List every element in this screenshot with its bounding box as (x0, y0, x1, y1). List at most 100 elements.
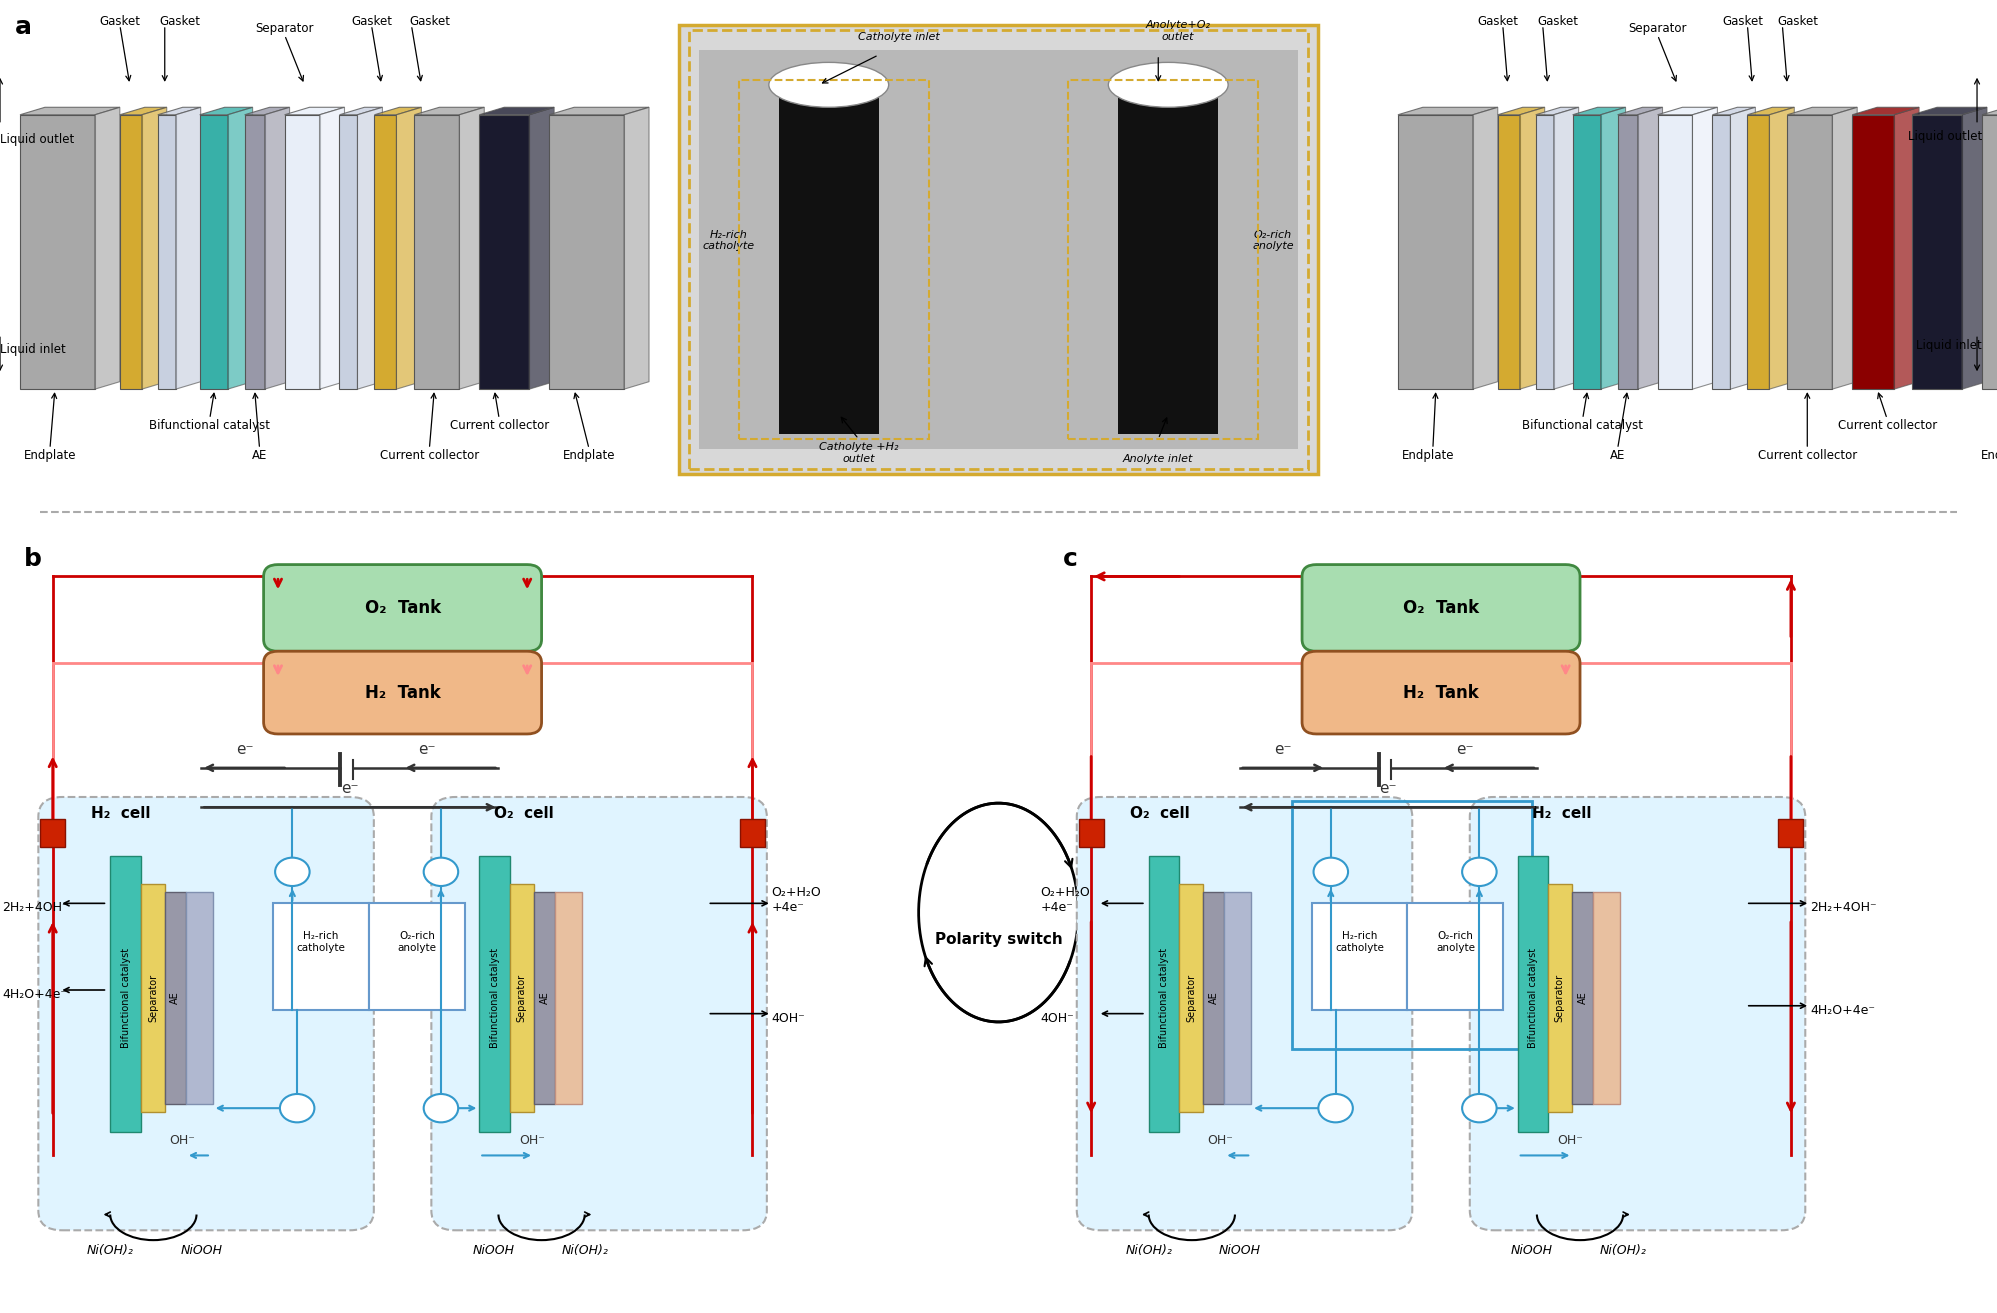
Polygon shape (94, 108, 120, 389)
Bar (1594, 892, 1620, 1104)
Text: e⁻: e⁻ (341, 781, 359, 796)
Text: O₂  Tank: O₂ Tank (1404, 599, 1480, 617)
Text: O₂-rich
anolyte: O₂-rich anolyte (1436, 931, 1476, 952)
Polygon shape (375, 108, 421, 114)
Polygon shape (1961, 108, 1987, 389)
Bar (110, 856, 142, 1132)
Text: Gasket: Gasket (1478, 14, 1518, 28)
Bar (779, 95, 879, 435)
Polygon shape (1729, 108, 1755, 389)
Bar (1180, 884, 1204, 1112)
Bar (1118, 95, 1218, 435)
Text: Gasket: Gasket (409, 14, 451, 28)
Polygon shape (246, 108, 290, 114)
Bar (142, 884, 166, 1112)
Polygon shape (415, 108, 485, 114)
Text: O₂+H₂O
+4e⁻: O₂+H₂O +4e⁻ (1040, 886, 1090, 914)
Text: Gasket: Gasket (1777, 14, 1819, 28)
Text: Liquid outlet: Liquid outlet (1907, 130, 1981, 143)
Text: Endplate: Endplate (1402, 449, 1454, 462)
Text: Current collector: Current collector (449, 419, 549, 432)
Polygon shape (1474, 108, 1498, 389)
Polygon shape (266, 108, 290, 389)
Polygon shape (1831, 108, 1857, 389)
Polygon shape (1693, 108, 1717, 389)
Text: H₂-rich
catholyte: H₂-rich catholyte (298, 931, 345, 952)
Polygon shape (1658, 108, 1717, 114)
Text: O₂-rich
anolyte: O₂-rich anolyte (1252, 230, 1294, 252)
Text: H₂  cell: H₂ cell (92, 806, 150, 821)
Polygon shape (286, 114, 320, 389)
Bar (479, 856, 509, 1132)
Text: Separator: Separator (1186, 974, 1196, 1022)
Bar (509, 884, 533, 1112)
Polygon shape (1747, 108, 1793, 114)
Text: Ni(OH)₂: Ni(OH)₂ (561, 1243, 609, 1257)
Polygon shape (246, 114, 266, 389)
Polygon shape (1711, 108, 1755, 114)
Text: Gasket: Gasket (1721, 14, 1763, 28)
Text: Separator: Separator (256, 22, 314, 35)
Text: Bifunctional catalyst: Bifunctional catalyst (1158, 948, 1168, 1048)
Polygon shape (228, 108, 252, 389)
Circle shape (423, 857, 457, 886)
Text: H₂-rich
catholyte: H₂-rich catholyte (1336, 931, 1384, 952)
Polygon shape (1853, 108, 1919, 114)
Polygon shape (200, 108, 252, 114)
Polygon shape (1747, 114, 1769, 389)
Text: Anolyte+O₂
outlet: Anolyte+O₂ outlet (1146, 20, 1210, 42)
Text: Bifunctional catalyst: Bifunctional catalyst (150, 419, 270, 432)
Polygon shape (1787, 114, 1831, 389)
Text: c: c (1062, 548, 1076, 571)
Text: NiOOH: NiOOH (1218, 1243, 1260, 1257)
Bar (689, 30, 1308, 469)
Circle shape (1462, 1094, 1496, 1123)
Polygon shape (1574, 114, 1602, 389)
Text: a: a (16, 14, 32, 39)
FancyBboxPatch shape (1302, 565, 1580, 651)
Polygon shape (1554, 108, 1578, 389)
Ellipse shape (769, 62, 889, 108)
Text: H₂-rich
catholyte: H₂-rich catholyte (703, 230, 755, 252)
Text: Endplate: Endplate (563, 449, 615, 462)
Text: e⁻: e⁻ (417, 742, 435, 756)
Text: Gasket: Gasket (351, 14, 391, 28)
Text: H₂  Tank: H₂ Tank (1404, 684, 1480, 702)
Polygon shape (549, 114, 623, 389)
Bar (1224, 892, 1252, 1104)
Polygon shape (20, 114, 94, 389)
Bar (739, 80, 929, 439)
Text: Endplate: Endplate (24, 449, 76, 462)
Bar (1572, 892, 1594, 1104)
Bar (1078, 819, 1104, 847)
Bar (699, 50, 1298, 449)
Text: Ni(OH)₂: Ni(OH)₂ (86, 1243, 134, 1257)
Text: Gasket: Gasket (1538, 14, 1580, 28)
Text: b: b (24, 548, 42, 571)
Text: O₂-rich
anolyte: O₂-rich anolyte (397, 931, 437, 952)
FancyBboxPatch shape (38, 797, 373, 1230)
Text: OH⁻: OH⁻ (1558, 1133, 1584, 1146)
Polygon shape (120, 108, 166, 114)
Text: H₂  cell: H₂ cell (1532, 806, 1592, 821)
Text: O₂  Tank: O₂ Tank (365, 599, 441, 617)
Text: NiOOH: NiOOH (1512, 1243, 1554, 1257)
Bar (1204, 892, 1224, 1104)
Polygon shape (549, 108, 649, 114)
Text: 2H₂+4OH⁻: 2H₂+4OH⁻ (2, 901, 68, 914)
Polygon shape (1602, 108, 1626, 389)
FancyBboxPatch shape (1302, 651, 1580, 734)
Polygon shape (320, 108, 345, 389)
Polygon shape (1769, 108, 1793, 389)
Polygon shape (1893, 108, 1919, 389)
Text: Polarity switch: Polarity switch (935, 932, 1062, 948)
Bar (679, 25, 1318, 474)
Bar (1518, 856, 1548, 1132)
Text: H₂  Tank: H₂ Tank (365, 684, 441, 702)
Bar (1548, 884, 1572, 1112)
Polygon shape (339, 114, 357, 389)
Text: Bifunctional catalyst: Bifunctional catalyst (120, 948, 130, 1048)
Text: 4H₂O+4e⁻: 4H₂O+4e⁻ (2, 987, 68, 1001)
Bar (1312, 903, 1408, 1010)
Polygon shape (459, 108, 485, 389)
